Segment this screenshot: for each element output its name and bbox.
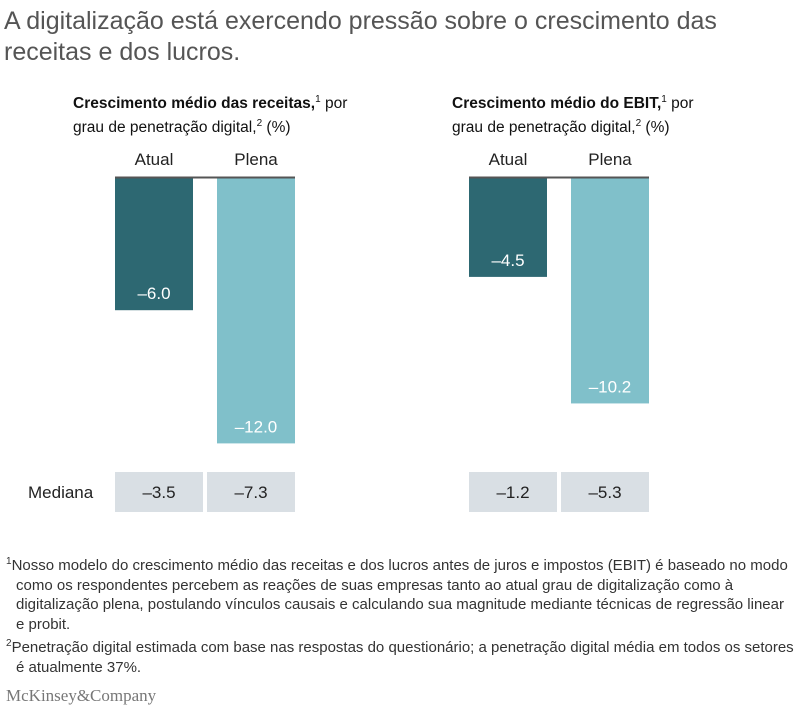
- median-value: –5.3: [588, 483, 621, 502]
- category-label-atual: Atual: [135, 150, 174, 169]
- data-label: –10.2: [589, 377, 632, 396]
- median-value: –7.3: [234, 483, 267, 502]
- footnote-1: 1Nosso modelo do crescimento médio das r…: [6, 556, 788, 633]
- category-label-plena: Plena: [234, 150, 278, 169]
- chart-title-ebit: Crescimento médio do EBIT,1 por grau de p…: [452, 94, 694, 137]
- chart-title-revenue: Crescimento médio das receitas,1 por grau…: [73, 94, 348, 137]
- data-label: –6.0: [137, 284, 170, 303]
- median-cell: [469, 472, 557, 512]
- bar-plena: [217, 177, 295, 444]
- data-label: –4.5: [491, 251, 524, 270]
- data-label: –12.0: [235, 417, 278, 436]
- category-label-plena: Plena: [588, 150, 632, 169]
- median-cell: [115, 472, 203, 512]
- median-cell: [207, 472, 295, 512]
- footnotes: 1Nosso modelo do crescimento médio das r…: [6, 552, 796, 677]
- mckinsey-logo: McKinsey&Company: [6, 686, 157, 705]
- bar-atual: [469, 177, 547, 277]
- footnote-2: 2Penetração digital estimada com base na…: [6, 638, 794, 676]
- median-row-label: Mediana: [28, 483, 94, 502]
- page-title: A digitalização está exercendo pressão s…: [4, 7, 717, 66]
- median-value: –3.5: [142, 483, 175, 502]
- category-label-atual: Atual: [489, 150, 528, 169]
- bar-atual: [115, 177, 193, 311]
- median-value: –1.2: [496, 483, 529, 502]
- bar-plena: [571, 177, 649, 404]
- median-cell: [561, 472, 649, 512]
